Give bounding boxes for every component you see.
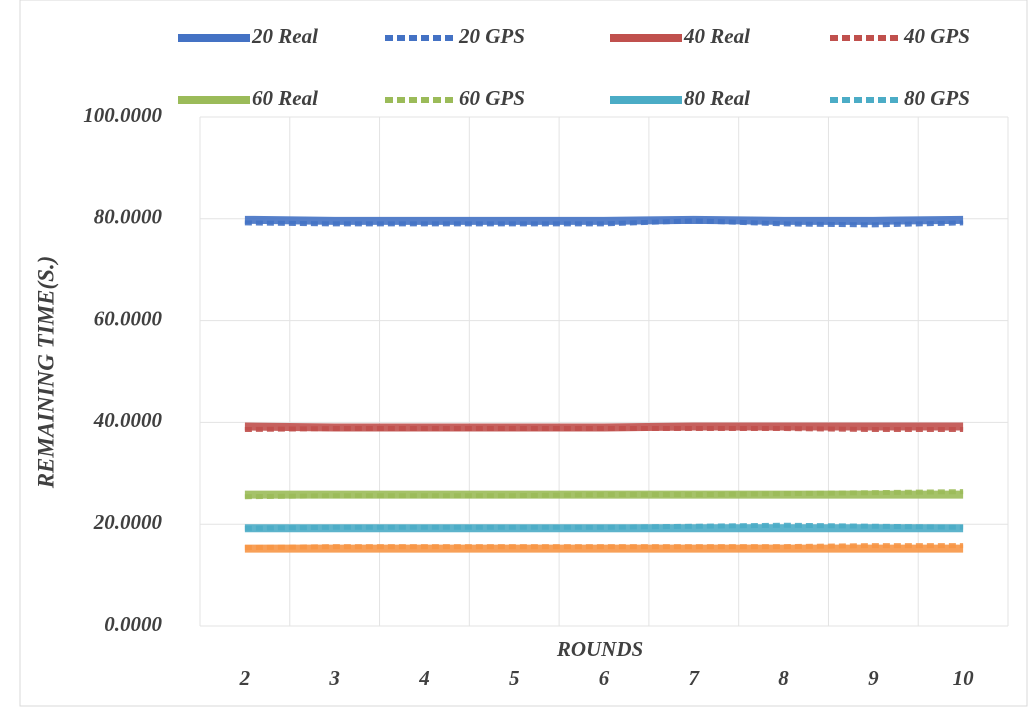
x-tick-label: 9: [868, 666, 879, 690]
chart: ROUNDS REMAINING TIME(S.) 0.0000 20.0000 4…: [0, 0, 1028, 707]
y-tick-label: 20.0000: [93, 510, 163, 534]
x-tick-label: 4: [418, 666, 430, 690]
y-tick-label: 60.0000: [94, 306, 163, 330]
legend-label: 20 GPS: [458, 24, 525, 48]
x-tick-label: 6: [599, 666, 610, 690]
y-tick-label: 40.0000: [93, 408, 163, 432]
legend-label: 20 Real: [251, 24, 318, 48]
legend-label: 80 GPS: [904, 86, 970, 110]
x-tick-label: 10: [953, 666, 975, 690]
legend-label: 60 Real: [252, 86, 318, 110]
x-tick-label: 8: [778, 666, 789, 690]
x-tick-label: 5: [509, 666, 520, 690]
legend-label: 40 Real: [683, 24, 750, 48]
legend-label: 40 GPS: [903, 24, 970, 48]
x-axis-label: ROUNDS: [556, 637, 643, 661]
y-axis-label: REMAINING TIME(S.): [33, 256, 58, 490]
legend-label: 60 GPS: [459, 86, 525, 110]
y-tick-label: 100.0000: [83, 103, 162, 127]
y-tick-label: 0.0000: [104, 612, 162, 636]
x-tick-label: 3: [328, 666, 340, 690]
real-line: [245, 220, 963, 221]
legend-label: 80 Real: [684, 86, 750, 110]
x-tick-label: 2: [239, 666, 251, 690]
x-tick-label: 7: [689, 666, 701, 690]
y-tick-label: 80.0000: [94, 205, 163, 229]
